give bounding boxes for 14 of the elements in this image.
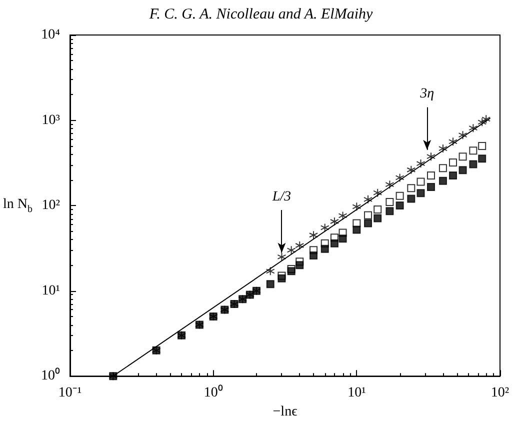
- chart-title: F. C. G. A. Nicolleau and A. ElMaihy: [148, 6, 373, 22]
- y-axis-title: ln N$_{b}$: [3, 197, 32, 215]
- annotation: 3η: [419, 86, 434, 102]
- x-tick-label: 10²: [490, 386, 510, 401]
- y-tick-label: 10⁴: [41, 28, 60, 42]
- y-tick-label: 10⁰: [41, 368, 60, 384]
- y-tick-label: 10²: [42, 198, 60, 214]
- x-tick-label: 10⁻¹: [58, 386, 82, 401]
- y-tick-label: 10³: [42, 112, 60, 128]
- y-tick-label: 10¹: [42, 283, 60, 298]
- x-tick-label: 10¹: [348, 386, 366, 401]
- x-tick-label: 10⁰: [204, 384, 223, 401]
- x-axis-title: −lnϵ: [272, 404, 298, 420]
- annotation: L/3: [271, 190, 292, 205]
